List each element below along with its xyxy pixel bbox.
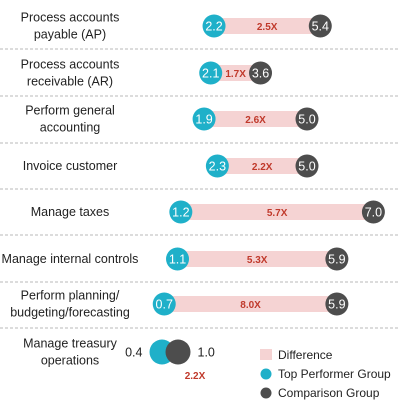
category-label: Perform planning/ [21, 289, 120, 303]
difference-bar [177, 251, 337, 267]
ratio-label: 8.0X [240, 300, 261, 311]
top-performer-marker [169, 200, 193, 224]
ratio-label: 2.5X [257, 22, 278, 33]
legend-label: Top Performer Group [278, 367, 391, 381]
difference-bar [180, 204, 374, 220]
category-label: accounting [40, 121, 101, 135]
category-label: payable (AP) [34, 28, 106, 42]
top-performer-value: 1.2 [172, 206, 189, 220]
comparison-value: 5.0 [298, 160, 315, 174]
comparison-marker [308, 14, 332, 38]
top-performer-marker [166, 247, 190, 271]
top-performer-value: 1.9 [195, 113, 212, 127]
legend-swatch-top-performer [260, 368, 272, 380]
comparison-value: 5.9 [328, 253, 345, 267]
category-label: Manage taxes [31, 205, 110, 219]
comparison-value: 5.0 [298, 113, 315, 127]
top-performer-value: 0.7 [156, 298, 173, 312]
top-performer-marker [152, 292, 176, 316]
category-label: Invoice customer [23, 159, 117, 173]
top-performer-marker [205, 154, 229, 178]
top-performer-value: 0.4 [125, 346, 142, 360]
ratio-label: 2.2X [252, 162, 273, 173]
legend: Difference Top Performer Group Comparison … [260, 348, 391, 400]
top-performer-marker [202, 14, 226, 38]
legend-label: Comparison Group [278, 386, 380, 400]
chart-row: Process accounts payable (AP) 2.5X 2.2 5.4 [21, 11, 332, 42]
legend-swatch-difference [260, 349, 272, 360]
comparison-value: 7.0 [365, 206, 382, 220]
comparison-marker [325, 292, 349, 316]
top-performer-marker [192, 107, 216, 131]
comparison-marker [295, 154, 319, 178]
chart-row: Invoice customer 2.2X 2.3 5.0 [23, 154, 319, 178]
chart-row: Manage treasury operations 0.4 1.0 2.2X [23, 337, 215, 383]
difference-bar [204, 111, 307, 127]
comparison-marker [295, 107, 319, 131]
top-performer-value: 1.1 [169, 253, 186, 267]
comparison-value: 5.4 [312, 20, 329, 34]
difference-bar [210, 65, 261, 81]
chart-row: Process accounts receivable (AR) 1.7X 2.1 3.… [21, 58, 273, 89]
category-label: Process accounts [21, 11, 120, 25]
legend-label: Difference [278, 348, 333, 362]
top-performer-value: 2.3 [209, 160, 226, 174]
category-label: Manage internal controls [2, 252, 139, 266]
top-performer-value: 2.1 [202, 67, 219, 81]
ratio-label: 5.3X [247, 255, 268, 266]
ratio-label: 2.2X [185, 371, 206, 382]
category-label: Process accounts [21, 58, 120, 72]
top-performer-marker [199, 61, 223, 85]
top-performer-value: 2.2 [205, 20, 222, 34]
comparison-marker [249, 61, 273, 85]
ratio-label: 1.7X [225, 69, 246, 80]
category-label: operations [41, 354, 99, 368]
comparison-marker [361, 200, 385, 224]
difference-bar [217, 158, 307, 174]
category-label: receivable (AR) [27, 75, 113, 89]
comparison-value: 3.6 [252, 67, 269, 81]
comparison-value: 5.9 [328, 298, 345, 312]
category-label: Perform general [25, 104, 115, 118]
comparison-marker [165, 339, 191, 365]
category-label: budgeting/forecasting [10, 306, 130, 320]
comparison-marker [325, 247, 349, 271]
chart-row: Perform planning/budgeting/forecasting 8.… [10, 289, 349, 320]
legend-swatch-comparison [260, 387, 272, 399]
difference-bar [214, 18, 321, 34]
difference-bar [164, 296, 337, 312]
chart-row: Manage taxes 5.7X 1.2 7.0 [31, 200, 385, 224]
ratio-label: 5.7X [267, 208, 288, 219]
ratio-label: 2.6X [245, 115, 266, 126]
chart-row: Perform general accounting 2.6X 1.9 5.0 [25, 104, 319, 135]
category-label: Manage treasury [23, 337, 118, 351]
comparison-value: 1.0 [198, 346, 215, 360]
chart-row: Manage internal controls 5.3X 1.1 5.9 [2, 247, 349, 271]
